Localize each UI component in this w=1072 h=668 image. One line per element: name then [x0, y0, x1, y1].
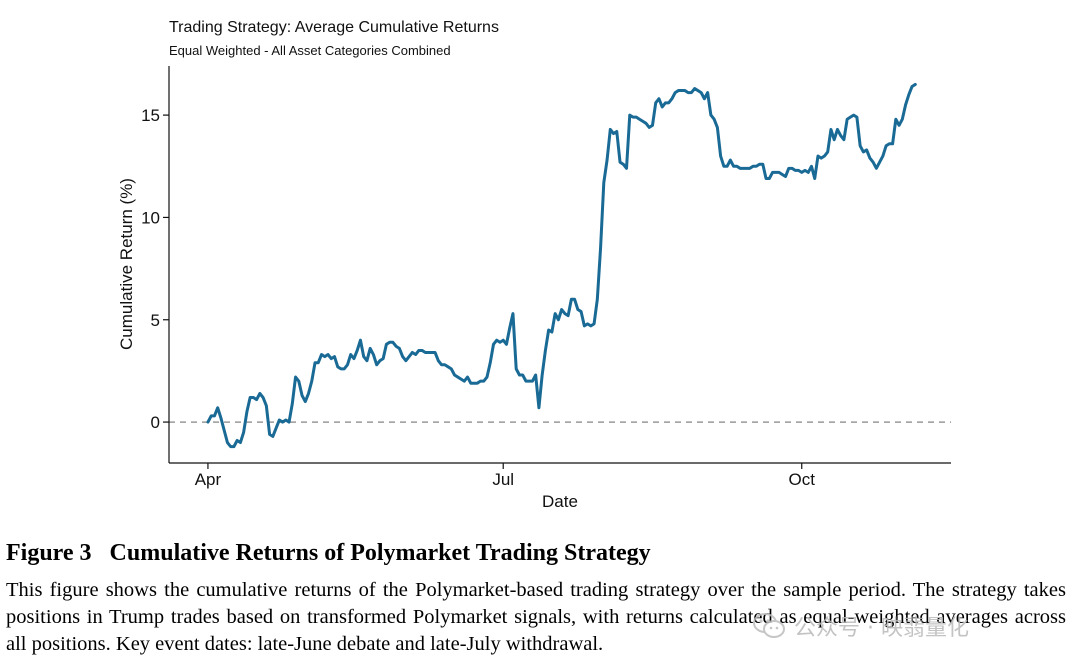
x-axis-ticks: Apr Jul Oct [195, 463, 816, 489]
x-tick-label: Jul [492, 470, 514, 489]
figure-number: Figure 3 [6, 540, 92, 566]
figure-description: This figure shows the cumulative returns… [6, 579, 1066, 655]
y-tick-label: 5 [151, 311, 160, 330]
series-line-0 [206, 82, 917, 449]
y-tick-label: 0 [151, 413, 160, 432]
chart-subtitle: Equal Weighted - All Asset Categories Co… [169, 43, 451, 58]
x-axis-label: Date [542, 492, 578, 511]
figure-caption: Figure 3 Cumulative Returns of Polymarket… [6, 540, 1066, 658]
figure-heading: Figure 3 Cumulative Returns of Polymarket… [6, 540, 1066, 567]
y-axis-ticks: 0 5 10 15 [141, 106, 169, 432]
y-axis-label: Cumulative Return (%) [117, 178, 136, 350]
x-tick-label: Apr [195, 470, 222, 489]
series-lines [206, 82, 917, 449]
figure-title: Cumulative Returns of Polymarket Trading… [109, 540, 651, 566]
line-chart: Trading Strategy: Average Cumulative Ret… [117, 19, 951, 511]
y-tick-label: 10 [141, 208, 160, 227]
x-tick-label: Oct [789, 470, 816, 489]
y-tick-label: 15 [141, 106, 160, 125]
chart-title: Trading Strategy: Average Cumulative Ret… [169, 19, 499, 36]
